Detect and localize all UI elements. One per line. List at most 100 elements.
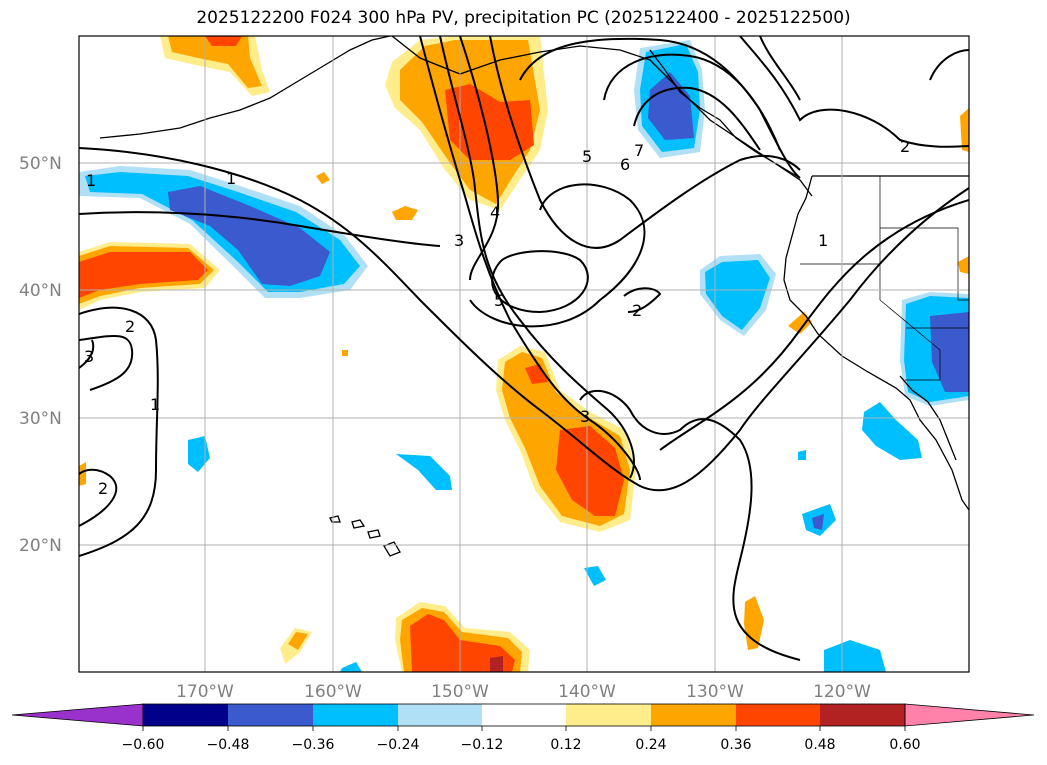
contour-label: 5 bbox=[494, 291, 504, 310]
lon-label: 160°W bbox=[304, 682, 362, 702]
colorbar-tick-label: −0.36 bbox=[292, 737, 335, 753]
contour-label: 3 bbox=[84, 347, 94, 366]
precip-negative-area bbox=[340, 662, 362, 672]
precip-positive-area bbox=[490, 656, 503, 672]
contour-label: 3 bbox=[454, 231, 464, 250]
contour-label: 2 bbox=[900, 137, 910, 156]
precip-negative-area bbox=[584, 566, 606, 586]
coastline-alaska-gulf bbox=[391, 36, 813, 197]
precip-positive-area bbox=[525, 364, 548, 384]
contour-label: 2 bbox=[98, 479, 108, 498]
colorbar-tick-label: −0.48 bbox=[207, 737, 250, 753]
pv-contour-3 bbox=[439, 36, 635, 479]
colorbar-tick-label: 0.36 bbox=[720, 737, 751, 753]
pv-contour-right bbox=[659, 199, 969, 451]
pv-contour-2 bbox=[419, 36, 641, 481]
colorbar-tick-label: −0.24 bbox=[377, 737, 420, 753]
chart-title: 2025122200 F024 300 hPa PV, precipitatio… bbox=[196, 8, 851, 28]
pv-contour-2-small bbox=[623, 287, 662, 313]
coastline-bc-coast bbox=[649, 49, 801, 179]
precip-positive-area bbox=[316, 172, 330, 184]
contour-label: 1 bbox=[86, 171, 96, 190]
colorbar-segment bbox=[651, 704, 736, 726]
colorbar-segment bbox=[736, 704, 820, 726]
colorbar-segment bbox=[143, 704, 228, 726]
contour-label: 5 bbox=[582, 147, 592, 166]
precip-positive-area bbox=[168, 36, 262, 88]
coastline-baja bbox=[899, 375, 957, 461]
precip-positive-area bbox=[288, 632, 308, 650]
pv-contour-1 bbox=[79, 211, 441, 247]
colorbar-frame bbox=[142, 703, 906, 727]
precip-positive-area bbox=[556, 426, 624, 516]
precip-negative-area bbox=[862, 402, 922, 460]
lon-label: 130°W bbox=[686, 682, 744, 702]
lon-label: 140°W bbox=[558, 682, 616, 702]
contour-label: 1 bbox=[818, 231, 828, 250]
colorbar-segment bbox=[566, 704, 651, 726]
precip-positive-area bbox=[205, 36, 242, 46]
contour-label: 2 bbox=[125, 317, 135, 336]
contour-label: 6 bbox=[620, 155, 630, 174]
colorbar-segment bbox=[398, 704, 482, 726]
precip-positive-area bbox=[788, 312, 812, 334]
precip-positive-area bbox=[410, 614, 515, 672]
precip-positive-area bbox=[445, 84, 534, 160]
contour-label: 1 bbox=[226, 169, 236, 188]
precip-negative-area bbox=[705, 260, 770, 330]
gridlines bbox=[79, 36, 969, 672]
contour-label: 1 bbox=[150, 395, 160, 414]
precip-positive-area bbox=[960, 108, 969, 152]
contour-label: 4 bbox=[490, 203, 500, 222]
precip-negative-area bbox=[824, 640, 886, 672]
pv-contour-lower-left-3 bbox=[79, 339, 95, 369]
state-border bbox=[879, 264, 941, 381]
colorbar-segment bbox=[228, 704, 313, 726]
coastline-north-america bbox=[783, 175, 969, 511]
pv-contour-1-south bbox=[79, 306, 159, 557]
precip-positive-area bbox=[79, 462, 86, 486]
pv-contour-top-right2 bbox=[929, 49, 969, 81]
contour-label: 2 bbox=[632, 301, 642, 320]
precip-negative-area bbox=[798, 450, 806, 460]
precip-negative-area bbox=[168, 186, 330, 286]
contour-label: 3 bbox=[580, 407, 590, 426]
pv-contour-top-right bbox=[739, 36, 969, 148]
colorbar-segment bbox=[313, 704, 398, 726]
lat-label: 40°N bbox=[19, 281, 62, 301]
precip-positive-area bbox=[79, 252, 208, 298]
hawaii-islands bbox=[329, 515, 401, 557]
latitude-labels: 50°N 40°N 30°N 20°N bbox=[19, 154, 62, 556]
pv-contour-1 bbox=[79, 147, 969, 492]
pv-contour-inner-low bbox=[491, 250, 589, 314]
lat-label: 50°N bbox=[19, 154, 62, 174]
pv-contour-4 bbox=[459, 36, 500, 281]
precip-negative-area bbox=[648, 72, 694, 140]
colorbar-over-arrow bbox=[904, 703, 1035, 727]
precip-negative-area bbox=[812, 514, 824, 530]
pv-contour-top-right3 bbox=[759, 36, 801, 101]
colorbar-tick-label: −0.60 bbox=[122, 737, 165, 753]
lon-label: 120°W bbox=[813, 682, 871, 702]
colorbar-ticks bbox=[142, 726, 906, 731]
precip-negative-area bbox=[396, 454, 452, 490]
map-content bbox=[79, 36, 969, 672]
colorbar-tick-label: 0.60 bbox=[889, 737, 920, 753]
contour-label: 7 bbox=[634, 141, 644, 160]
pv-contour-6 bbox=[603, 53, 781, 151]
lon-label: 150°W bbox=[431, 682, 489, 702]
precip-positive-area bbox=[392, 206, 418, 220]
longitude-labels: 170°W 160°W 150°W 140°W 130°W 120°W bbox=[176, 682, 871, 702]
contour-labels: 1 1 2 2 2 3 3 3 4 5 5 6 7 1 1 2 bbox=[84, 137, 910, 498]
pv-contour-2 bbox=[79, 334, 134, 391]
colorbar-tick-label: −0.12 bbox=[461, 737, 504, 753]
colorbar-under-arrow bbox=[11, 703, 144, 727]
colorbar-segment bbox=[482, 704, 566, 726]
colorbar-segment bbox=[820, 704, 905, 726]
lat-label: 30°N bbox=[19, 409, 62, 429]
lat-label: 20°N bbox=[19, 536, 62, 556]
colorbar: −0.60 −0.48 −0.36 −0.24 −0.12 0.12 0.24 … bbox=[11, 703, 1035, 753]
pv-contour-2 bbox=[79, 468, 118, 527]
pv-contour-5 bbox=[489, 36, 801, 249]
